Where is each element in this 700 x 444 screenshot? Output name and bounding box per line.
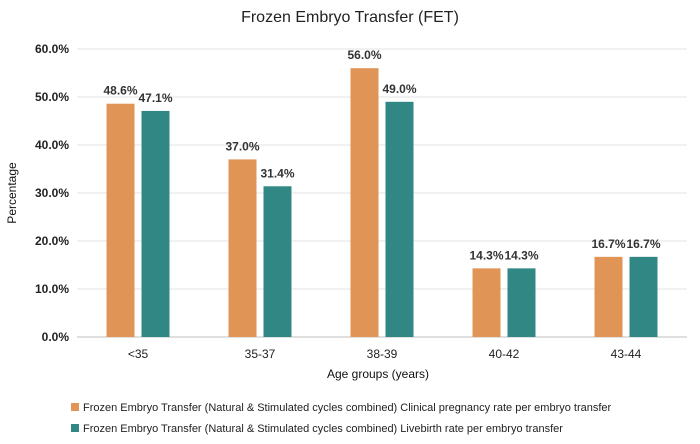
chart-title: Frozen Embryo Transfer (FET) <box>241 9 459 26</box>
x-axis-label: Age groups (years) <box>327 367 429 381</box>
data-label: 47.1% <box>138 91 172 105</box>
y-tick-label: 60.0% <box>35 42 69 56</box>
legend-label: Frozen Embryo Transfer (Natural & Stimul… <box>83 423 563 435</box>
bar <box>228 159 257 337</box>
data-label: 56.0% <box>347 48 381 62</box>
y-tick-label: 10.0% <box>35 282 69 296</box>
bar <box>385 101 414 337</box>
bar <box>350 68 379 337</box>
x-axis-ticks: <35 35-37 38-39 40-42 43-44 <box>128 347 642 361</box>
data-label: 31.4% <box>260 166 294 180</box>
bar <box>507 268 536 337</box>
data-label: 14.3% <box>504 248 538 262</box>
y-tick-label: 40.0% <box>35 138 69 152</box>
bar <box>141 110 170 337</box>
bars: 48.6%47.1% 37.0%31.4% 56.0% 49.0% 14.3% 14.3%… <box>103 48 661 337</box>
gridlines <box>77 48 687 338</box>
x-tick-label: 40-42 <box>489 347 520 361</box>
bar <box>472 268 501 337</box>
legend: Frozen Embryo Transfer (Natural & Stimul… <box>71 402 612 435</box>
y-axis-label: Percentage <box>5 162 19 224</box>
x-tick-label: 38-39 <box>367 347 398 361</box>
bar <box>106 103 135 337</box>
data-label: 37.0% <box>225 139 259 153</box>
bar <box>263 186 292 337</box>
x-tick-label: <35 <box>128 347 149 361</box>
y-tick-label: 20.0% <box>35 234 69 248</box>
legend-swatch <box>71 424 79 432</box>
bar <box>594 256 623 337</box>
y-tick-label: 0.0% <box>42 330 70 344</box>
data-label: 16.7% <box>591 237 625 251</box>
y-axis-ticks: 0.0% 10.0% 20.0% 30.0% 40.0% 50.0% 60.0% <box>35 42 69 344</box>
data-label: 49.0% <box>382 82 416 96</box>
data-label: 16.7% <box>626 237 660 251</box>
x-tick-label: 43-44 <box>611 347 642 361</box>
legend-swatch <box>71 403 79 411</box>
y-tick-label: 50.0% <box>35 90 69 104</box>
data-label: 14.3% <box>469 248 503 262</box>
legend-label: Frozen Embryo Transfer (Natural & Stimul… <box>83 402 612 414</box>
x-tick-label: 35-37 <box>245 347 276 361</box>
y-tick-label: 30.0% <box>35 186 69 200</box>
bar <box>629 256 658 337</box>
data-label: 48.6% <box>103 84 137 98</box>
